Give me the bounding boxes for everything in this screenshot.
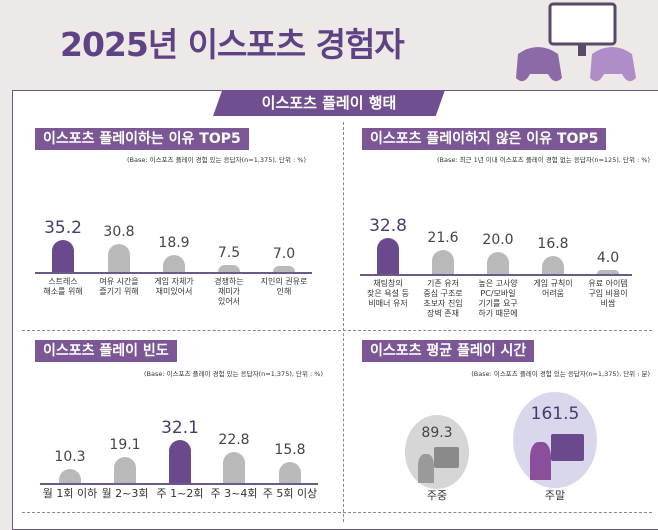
category-label: 높은 고사양 PC/모바일 기기를 요구 하기 때문에 (478, 279, 518, 318)
category-label: 채팅창의 잦은 욕설 등 비매너 유저 (367, 279, 409, 308)
chart-note: (Base: 이스포츠 플레이 경험 있는 응답자(n=1,375), 단위 :… (471, 370, 650, 378)
monitor-icon (550, 433, 585, 461)
category-label: 지인의 권유로 인해 (260, 277, 308, 296)
data-label: 4.0 (596, 249, 620, 266)
chart-title: 이스포츠 평균 플레이 시간 (362, 340, 535, 362)
category-label: 주말 (544, 489, 566, 502)
divider-horizontal (22, 512, 652, 513)
category-label: 스트레스 해소를 위해 (43, 277, 83, 296)
category-label: 유료 아이템 구입 비용이 비쌈 (588, 279, 628, 308)
bar (108, 243, 130, 272)
chart-note: (Base: 이스포츠 플레이 경험 있는 응답자(n=1,375), 단위 :… (144, 370, 323, 378)
data-label: 35.2 (44, 217, 82, 238)
data-label: 16.8 (537, 235, 569, 252)
divider-horizontal (22, 330, 652, 331)
bar (487, 252, 509, 274)
person-icon (529, 442, 551, 480)
monitor-icon (433, 447, 460, 468)
data-label: 22.8 (218, 432, 250, 449)
bar (273, 265, 295, 272)
bar (279, 461, 301, 483)
chart-note: (Base: 최근 1년 이내 이스포츠 플레이 경험 없는 응답자(n=125… (436, 156, 650, 164)
category-label: 월 1회 이하 (42, 487, 98, 500)
divider-vertical (343, 122, 344, 522)
chart-title: 이스포츠 플레이 빈도 (35, 340, 177, 362)
data-label: 18.9 (158, 234, 190, 251)
category-label: 주중 (426, 489, 448, 502)
data-label: 32.8 (369, 215, 407, 236)
data-label: 89.3 (421, 424, 453, 441)
chart-title: 이스포츠 플레이하는 이유 TOP5 (35, 128, 249, 150)
data-label: 10.3 (54, 449, 86, 466)
data-label: 7.5 (217, 245, 241, 262)
category-label: 경쟁하는 재미가 있어서 (214, 277, 244, 306)
category-label: 게임 규칙이 어려움 (533, 279, 573, 298)
chart-title: 이스포츠 플레이하지 않은 이유 TOP5 (362, 128, 607, 150)
data-label: 20.0 (482, 232, 514, 248)
bar (377, 237, 399, 274)
bar (59, 469, 81, 483)
category-label: 주 1~2회 (156, 487, 204, 500)
page-title: 2025년 이스포츠 경험자 (60, 25, 405, 64)
chart-axis (40, 483, 318, 485)
person-icon (417, 454, 434, 483)
category-label: 기존 유저 중심 구조로 초보자 진입 장벽 존재 (423, 279, 463, 318)
game-controller-illustration (516, 2, 636, 82)
category-label: 월 2~3회 (101, 487, 149, 500)
category-label: 게임 자체가 재미있어서 (154, 277, 194, 296)
bar (432, 250, 454, 274)
category-label: 여유 시간을 즐기기 위해 (99, 277, 139, 296)
data-label: 7.0 (272, 245, 296, 262)
data-label: 32.1 (161, 417, 199, 438)
bar (542, 255, 564, 274)
bar (597, 269, 619, 274)
bar (114, 457, 136, 483)
chart-axis (35, 272, 312, 274)
bar (223, 452, 245, 483)
data-label: 19.1 (109, 437, 141, 454)
chart-note: (Base: 이스포츠 플레이 경험 있는 응답자(n=1,375), 단위 :… (127, 156, 306, 164)
data-label: 161.5 (530, 404, 580, 425)
bar (52, 239, 74, 272)
category-label: 주 3~4회 (210, 487, 258, 500)
chart-axis (360, 274, 632, 276)
bar (218, 265, 240, 272)
section-tab: 이스포츠 플레이 행태 (213, 90, 445, 116)
category-label: 주 5회 이상 (262, 487, 318, 500)
data-label: 21.6 (427, 230, 459, 247)
bar (163, 254, 185, 272)
data-label: 30.8 (103, 223, 135, 240)
data-label: 15.8 (274, 441, 306, 458)
bar (169, 439, 191, 483)
